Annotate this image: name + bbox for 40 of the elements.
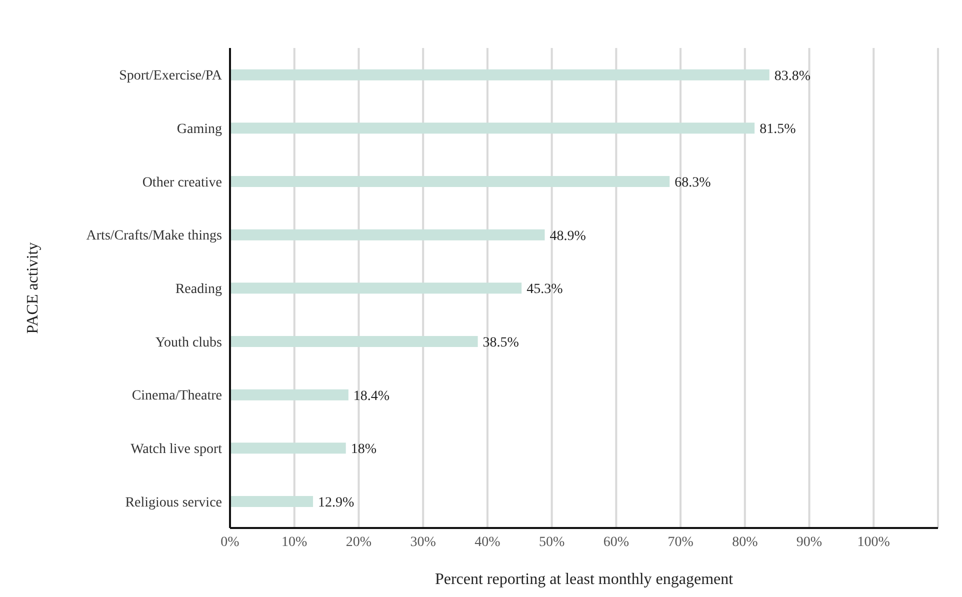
x-tick-label: 50% [538, 534, 565, 550]
y-tick-label: Arts/Crafts/Make things [86, 228, 222, 244]
bar [230, 229, 545, 240]
x-axis-title: Percent reporting at least monthly engagement [434, 571, 734, 588]
x-tick-label: 40% [474, 534, 501, 550]
y-tick-label: Watch live sport [130, 442, 222, 457]
data-label: 38.5% [482, 335, 520, 350]
y-tick-label: Sport/Exercise/PA [119, 68, 223, 84]
bar [230, 122, 755, 134]
y-tick-label: Reading [175, 282, 222, 297]
data-label: 12.9% [318, 495, 355, 510]
x-tick-label: 60% [603, 534, 630, 550]
y-axis-title: PACE activity [24, 242, 42, 334]
data-label: 45.3% [526, 282, 564, 298]
data-label: 18.4% [353, 388, 390, 404]
bar [230, 442, 346, 454]
x-tick-label: 100% [857, 534, 890, 550]
bar [230, 282, 522, 294]
data-label: 48.9% [550, 228, 586, 244]
bar [230, 389, 348, 400]
bar [230, 69, 770, 80]
x-tick-label: 30% [410, 534, 436, 550]
data-label: 68.3% [674, 175, 712, 190]
data-label: 81.5% [760, 122, 796, 138]
y-tick-label: Other creative [142, 175, 222, 190]
x-tick-label: 20% [346, 534, 372, 550]
y-tick-label: Cinema/Theatre [132, 388, 222, 404]
bar [230, 496, 314, 507]
bar [230, 336, 478, 347]
y-tick-label: Religious service [125, 495, 222, 510]
x-tick-label: 0% [220, 534, 240, 550]
x-tick-label: 70% [668, 534, 694, 550]
y-tick-label: Youth clubs [155, 335, 222, 350]
x-tick-label: 10% [282, 534, 308, 550]
x-tick-label: 90% [796, 534, 822, 550]
data-label: 83.8% [774, 68, 811, 84]
data-label: 18% [350, 442, 377, 458]
y-tick-label: Gaming [176, 122, 222, 137]
bar [230, 176, 670, 187]
x-tick-label: 80% [732, 534, 758, 550]
